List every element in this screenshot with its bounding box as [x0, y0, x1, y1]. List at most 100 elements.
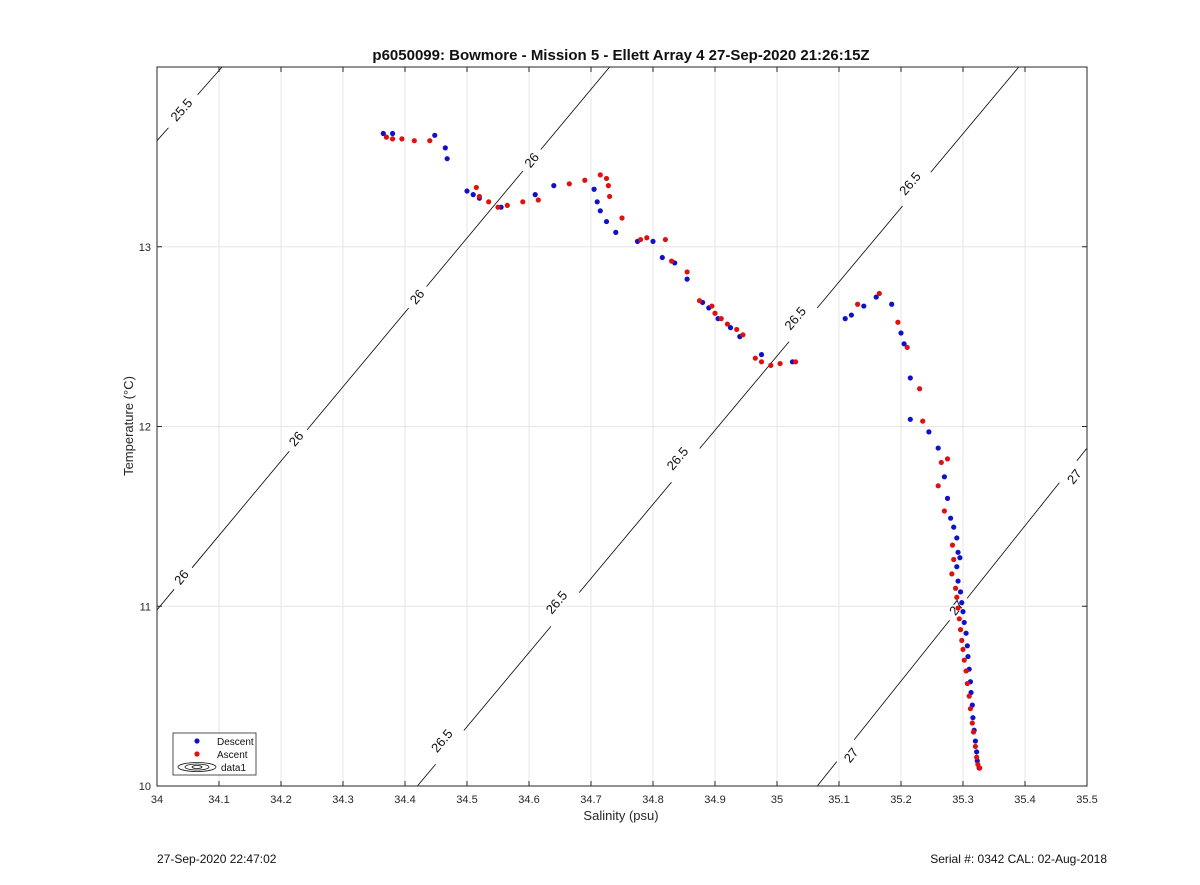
descent-point	[961, 619, 967, 626]
descent-point	[951, 524, 957, 530]
contour-line-26	[306, 307, 409, 430]
descent-point	[957, 555, 963, 561]
x-tick-label: 35.3	[952, 794, 973, 806]
ascent-point	[662, 236, 669, 243]
contour-line-25.5	[197, 66, 223, 96]
ascent-point	[957, 627, 964, 633]
legend-contour-icon	[177, 762, 217, 772]
ascent-point	[607, 193, 613, 200]
ascent-point	[383, 134, 389, 140]
ascent-point	[734, 326, 740, 333]
legend-box	[172, 732, 257, 776]
ascent-point	[758, 359, 765, 365]
ascent-point	[955, 605, 961, 611]
ascent-point	[963, 668, 969, 674]
descent-point	[842, 316, 848, 322]
descent-point	[948, 515, 954, 521]
ascent-point	[972, 743, 979, 750]
ascent-point	[752, 355, 758, 361]
descent-point	[464, 188, 470, 194]
ascent-point	[793, 359, 799, 365]
contour-label: 27	[1064, 466, 1085, 487]
ascent-point	[974, 754, 980, 760]
ascent-point	[495, 204, 501, 210]
ascent-point	[486, 199, 492, 205]
ascent-point	[520, 199, 526, 205]
x-tick-label: 34.5	[456, 794, 477, 806]
contour-label: 26.5	[543, 588, 571, 617]
descent-point	[591, 186, 597, 192]
descent-point	[907, 416, 913, 422]
ascent-point	[597, 172, 603, 178]
legend-data1-label: data1	[221, 763, 246, 774]
descent-point	[442, 145, 448, 151]
descent-point	[603, 218, 610, 225]
descent-point	[390, 130, 396, 137]
descent-point	[684, 276, 690, 282]
ascent-point	[605, 183, 611, 189]
ascent-point	[740, 332, 746, 338]
descent-point	[380, 130, 386, 137]
ascent-point	[712, 310, 718, 316]
legend-descent-marker	[194, 738, 200, 744]
ascent-point	[603, 175, 610, 182]
legend: Descent Ascent data1	[172, 732, 257, 776]
ascent-point	[959, 637, 965, 644]
descent-point	[532, 192, 538, 198]
contour-label: 26.5	[781, 304, 809, 333]
ascent-point	[876, 290, 882, 297]
contour-line-26	[156, 589, 175, 611]
contour-label: 26.5	[664, 444, 692, 473]
descent-point	[963, 630, 969, 636]
ascent-point	[476, 193, 482, 200]
descent-point	[964, 643, 970, 649]
descent-point	[955, 549, 961, 555]
contour-line-27	[1076, 447, 1088, 461]
ascent-point	[961, 657, 967, 663]
contour-label: 26	[286, 428, 307, 449]
ascent-point	[684, 269, 690, 275]
x-tick-label: 34.4	[394, 794, 415, 806]
y-tick-label: 13	[139, 242, 151, 254]
x-tick-label: 34.9	[704, 794, 725, 806]
ascent-point	[768, 362, 774, 368]
ascent-point	[718, 316, 724, 322]
contour-line-27	[853, 619, 950, 741]
descent-point	[926, 429, 932, 435]
y-axis-label: Temperature (°C)	[121, 376, 136, 476]
descent-point	[873, 294, 879, 300]
ascent-point	[619, 215, 625, 221]
contour-line-25.5	[156, 127, 169, 141]
descent-point	[960, 609, 966, 615]
x-tick-label: 34.6	[518, 794, 539, 806]
descent-point	[970, 715, 976, 721]
legend-ascent-label: Ascent	[217, 750, 248, 761]
descent-point	[907, 375, 913, 381]
legend-ascent-marker	[194, 751, 200, 757]
ascent-point	[855, 301, 861, 307]
grid-lines	[156, 67, 1088, 787]
chart-title: p6050099: Bowmore - Mission 5 - Ellett A…	[372, 47, 869, 64]
descent-point	[944, 495, 951, 501]
descent-point	[954, 564, 960, 570]
y-tick-label: 12	[139, 422, 151, 434]
descent-point	[889, 301, 895, 307]
contour-label: 25.5	[167, 95, 195, 124]
x-tick-label: 34.3	[332, 794, 353, 806]
ascent-point	[638, 236, 644, 243]
x-tick-label: 34.8	[642, 794, 663, 806]
descent-point	[551, 183, 557, 189]
contour-label: 26	[407, 286, 428, 307]
y-tick-label: 10	[139, 781, 151, 793]
descent-point	[959, 600, 965, 606]
descent-point	[974, 749, 980, 755]
descent-point	[901, 341, 907, 347]
ascent-point	[724, 321, 731, 327]
ascent-point	[969, 720, 975, 726]
descent-point	[594, 199, 600, 205]
contour-line-26.5	[930, 66, 1020, 173]
ascent-point	[904, 344, 910, 351]
descent-point	[659, 254, 665, 261]
contour-line-26.5	[463, 626, 552, 731]
descent-point	[972, 738, 979, 744]
